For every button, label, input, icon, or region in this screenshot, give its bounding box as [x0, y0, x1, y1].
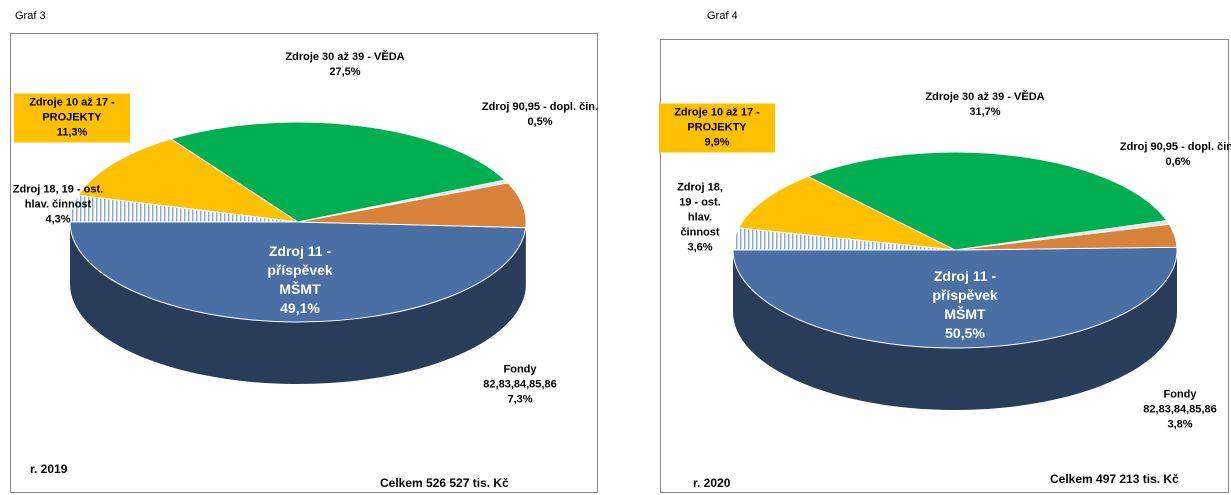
category-label: Zdroj 11 - příspěvek MŠMT: [267, 243, 333, 297]
value-label: 4,3%: [45, 213, 71, 226]
category-label: Zdroj 11 - příspěvek MŠMT: [932, 268, 998, 322]
slice: [77, 138, 299, 223]
slice: [806, 151, 1168, 251]
slice-label: Zdroje 30 až 39 - VĚDA 27,5%: [275, 50, 415, 80]
category-label: Fondy 82,83,84,85,86: [483, 363, 557, 391]
slice-label: Zdroje 10 až 17 - PROJEKTY 11,3%: [14, 93, 130, 143]
slice: [297, 182, 527, 229]
value-label: 50,5%: [945, 325, 985, 341]
category-label: Zdroj 18, 19 - ost. hlav. činnost: [677, 181, 723, 239]
annotation-text: r. 2019: [30, 462, 68, 476]
title-text: Graf 4: [707, 10, 738, 22]
value-label: 31,7%: [969, 106, 1001, 118]
value-label: 0,6%: [1165, 156, 1191, 168]
category-label: Zdroje 30 až 39 - VĚDA: [285, 51, 405, 63]
slice: [732, 227, 956, 251]
chart-frame: [10, 33, 598, 493]
slice-label: Zdroj 11 - příspěvek MŠMT 50,5%: [910, 267, 1020, 343]
value-label: 7,3%: [507, 393, 533, 406]
slice: [732, 246, 1178, 349]
annotation-text: Celkem 526 527 tis. Kč: [380, 476, 509, 490]
category-label: Zdroj 90,95 - dopl. čin.: [1119, 141, 1231, 153]
chart-title: Graf 3: [15, 10, 46, 22]
slice-label: Zdroje 10 až 17 - PROJEKTY 9,9%: [659, 103, 775, 153]
slice-label: Zdroj 90,95 - dopl. čin. 0,5%: [475, 100, 605, 130]
chart-title: Graf 4: [707, 10, 738, 22]
slice: [169, 121, 506, 223]
slice-side: [70, 222, 526, 385]
chart-frame: [660, 39, 1229, 493]
slice-label: Zdroj 18, 19 - ost. hlav. činnost 4,3%: [8, 183, 108, 228]
category-label: Zdroje 10 až 17 - PROJEKTY: [674, 106, 760, 134]
annotation-text: r. 2020: [693, 476, 731, 490]
slice-label: Zdroje 30 až 39 - VĚDA 31,7%: [915, 90, 1055, 120]
annotation: r. 2019: [30, 462, 67, 476]
value-label: 27,5%: [329, 66, 361, 78]
slice-label: Fondy 82,83,84,85,86 3,8%: [1130, 388, 1230, 433]
value-label: 49,1%: [280, 300, 320, 316]
slice: [69, 221, 527, 323]
category-label: Zdroje 30 až 39 - VĚDA: [925, 91, 1045, 103]
title-text: Graf 3: [15, 10, 46, 22]
slice-label: Zdroj 18, 19 - ost. hlav. činnost 3,6%: [670, 181, 730, 256]
slice-label: Zdroj 11 - příspěvek MŠMT 49,1%: [245, 242, 355, 318]
category-label: Zdroj 18, 19 - ost. hlav. činnost: [12, 183, 104, 211]
annotation: Celkem 526 527 tis. Kč: [380, 476, 509, 490]
slice: [69, 194, 299, 223]
slice-label: Zdroj 90,95 - dopl. čin. 0,6%: [1118, 140, 1231, 170]
category-label: Zdroj 90,95 - dopl. čin.: [481, 101, 599, 113]
value-label: 3,6%: [687, 241, 713, 254]
slice-side: [733, 250, 1177, 410]
slice: [737, 175, 956, 251]
annotation-text: Celkem 497 213 tis. Kč: [1050, 472, 1179, 486]
value-label: 9,9%: [704, 136, 730, 149]
value-label: 11,3%: [56, 126, 88, 139]
slice-label: Fondy 82,83,84,85,86 7,3%: [470, 363, 570, 408]
annotation: r. 2020: [693, 476, 730, 490]
annotation: Celkem 497 213 tis. Kč: [1050, 472, 1179, 486]
value-label: 3,8%: [1167, 418, 1193, 431]
category-label: Zdroje 10 až 17 - PROJEKTY: [29, 96, 115, 124]
category-label: Fondy 82,83,84,85,86: [1143, 388, 1217, 416]
value-label: 0,5%: [527, 116, 553, 128]
